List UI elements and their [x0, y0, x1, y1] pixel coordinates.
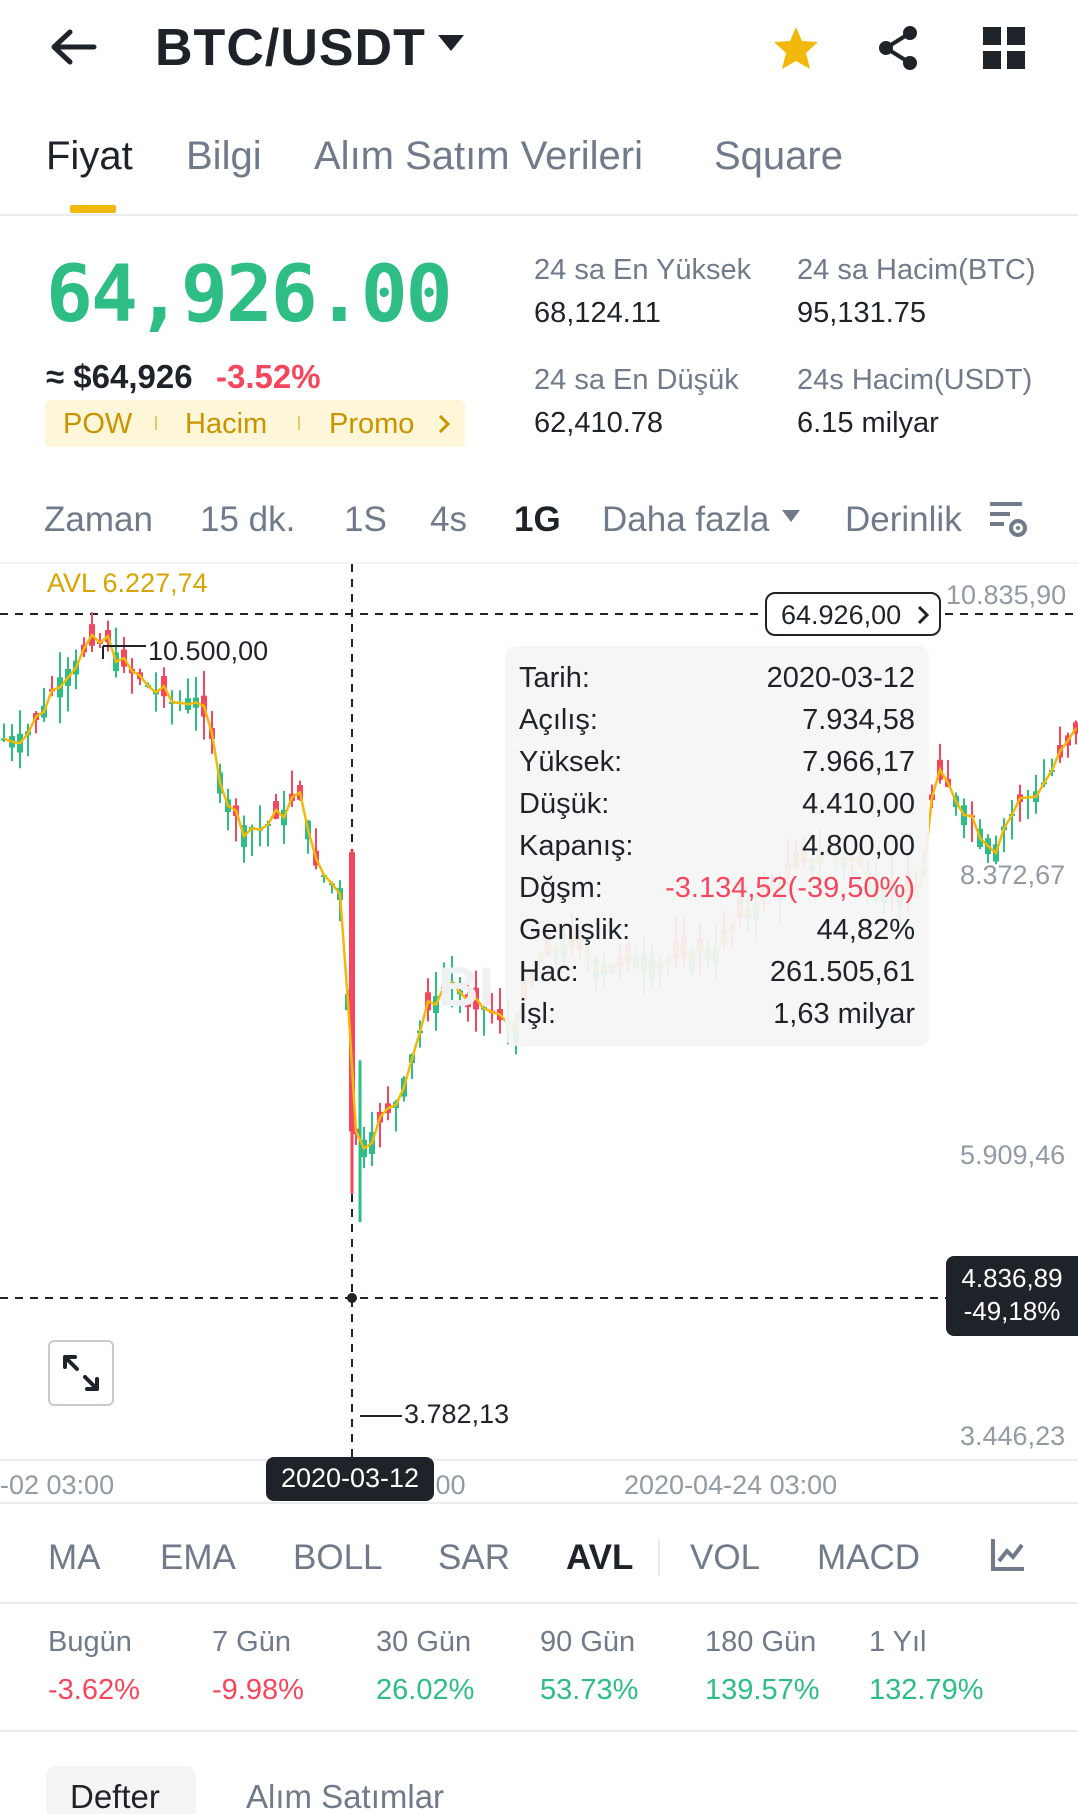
high-label: 24 sa En Yüksek [534, 254, 752, 286]
y-tick: 3.446,23 [960, 1421, 1066, 1451]
caret-down-icon [782, 510, 800, 522]
indicator-avl[interactable]: AVL [566, 1538, 634, 1577]
indicator-separator [658, 1538, 660, 1576]
perf-value-1y: 132.79% [869, 1674, 984, 1706]
chart-settings-icon[interactable] [988, 500, 1028, 540]
star-icon [774, 27, 818, 69]
header: BTC/USDT [0, 0, 1078, 100]
indicator-sar[interactable]: SAR [438, 1538, 510, 1577]
tab-alim-satim-verileri[interactable]: Alım Satım Verileri [314, 134, 643, 178]
perf-value-30d: 26.02% [376, 1674, 475, 1706]
grid-menu-button[interactable] [978, 22, 1030, 74]
back-button[interactable] [48, 22, 104, 72]
timeframe-more[interactable]: Daha fazla [602, 500, 770, 539]
low-label: 24 sa En Düşük [534, 364, 739, 396]
y-tick: 10.835,90 [946, 580, 1067, 610]
share-icon [879, 26, 917, 70]
last-price: 64,926.00 [46, 250, 453, 340]
vol-usdt-label: 24s Hacim(USDT) [797, 364, 1033, 396]
last-price-badge[interactable]: 64.926,00 [765, 592, 941, 636]
y-tick: 8.372,67 [960, 860, 1066, 890]
x-tick: 2020-04-24 03:00 [624, 1470, 838, 1500]
perf-label-180d: 180 Gün [705, 1626, 817, 1658]
low-value: 62,410.78 [534, 407, 664, 439]
usd-price: ≈ $64,926 [46, 358, 193, 395]
x-tick: -02 03:00 [0, 1470, 115, 1500]
tab-alim-satimlar[interactable]: Alım Satımlar [246, 1778, 445, 1814]
fullscreen-button[interactable] [48, 1340, 114, 1406]
crosshair-point [347, 1293, 357, 1303]
share-button[interactable] [872, 22, 924, 74]
indicator-macd[interactable]: MACD [817, 1538, 921, 1577]
perf-label-today: Bugün [48, 1626, 132, 1658]
y-tick: 5.909,46 [960, 1140, 1066, 1170]
indicator-settings-icon[interactable] [990, 1536, 1026, 1572]
perf-value-180d: 139.57% [705, 1674, 820, 1706]
timeframe-1h[interactable]: 1S [344, 500, 387, 539]
vol-usdt-value: 6.15 milyar [797, 407, 939, 439]
timeframe-1d[interactable]: 1G [514, 500, 561, 539]
avl-label: AVL 6.227,74 [47, 568, 208, 598]
arrow-left-icon [51, 29, 97, 65]
tag-hacim[interactable]: Hacim [185, 408, 268, 440]
watermark-text: BI [438, 955, 494, 1018]
tab-defter-label: Defter [70, 1778, 160, 1814]
tag-separator [155, 416, 157, 430]
vol-btc-label: 24 sa Hacim(BTC) [797, 254, 1036, 286]
tag-pow[interactable]: POW [63, 408, 133, 440]
tab-defter[interactable]: Defter [46, 1766, 196, 1814]
tag-promo[interactable]: Promo [329, 408, 415, 440]
crosshair-price-badge: 4.836,89 -49,18% [946, 1256, 1078, 1336]
high-marker: 10.500,00 [148, 636, 269, 666]
candle-tooltip: Tarih: 2020-03-12 Açılış: 7.934,58 Yüksek:… [505, 646, 929, 1046]
timeframe-15m[interactable]: 15 dk. [200, 500, 296, 539]
crosshair-change: -49,18% [963, 1296, 1061, 1326]
tab-bilgi[interactable]: Bilgi [186, 134, 262, 178]
tag-bar[interactable]: POW Hacim Promo [45, 400, 465, 447]
crosshair-price: 4.836,89 [961, 1263, 1063, 1293]
chevron-right-icon [917, 605, 929, 625]
perf-label-90d: 90 Gün [540, 1626, 636, 1658]
crosshair-date-badge: 2020-03-12 [266, 1457, 434, 1501]
tag-separator [298, 416, 300, 430]
tab-fiyat[interactable]: Fiyat [46, 134, 133, 178]
price-change: -3.52% [216, 358, 321, 395]
active-tab-indicator [70, 205, 116, 213]
grid-icon [983, 27, 1025, 69]
crash-candle-body [349, 852, 355, 1132]
indicator-bar: MA EMA BOLL SAR AVL VOL MACD [0, 1502, 1078, 1604]
expand-icon [63, 1355, 99, 1391]
chevron-right-icon [438, 414, 451, 434]
perf-value-90d: 53.73% [540, 1674, 639, 1706]
indicator-ma[interactable]: MA [48, 1538, 101, 1577]
x-tick: :00 [428, 1470, 466, 1500]
tab-square[interactable]: Square [714, 134, 843, 178]
timeframe-4h[interactable]: 4s [430, 500, 467, 539]
main-tabs: Fiyat Bilgi Alım Satım Verileri Square [0, 110, 1078, 216]
low-marker: 3.782,13 [404, 1399, 510, 1429]
caret-down-icon[interactable] [436, 32, 466, 54]
perf-label-30d: 30 Gün [376, 1626, 472, 1658]
perf-value-7d: -9.98% [212, 1674, 304, 1706]
perf-label-1y: 1 Yıl [869, 1626, 927, 1658]
indicator-ema[interactable]: EMA [160, 1538, 236, 1577]
high-value: 68,124.11 [534, 297, 661, 329]
divider [0, 1730, 1078, 1732]
favorite-button[interactable] [770, 22, 822, 74]
timeframe-zaman[interactable]: Zaman [44, 500, 153, 539]
perf-value-today: -3.62% [48, 1674, 140, 1706]
vol-btc-value: 95,131.75 [797, 297, 927, 329]
perf-label-7d: 7 Gün [212, 1626, 291, 1658]
indicator-vol[interactable]: VOL [690, 1538, 761, 1577]
last-price-badge-value: 64.926,00 [781, 600, 902, 630]
indicator-boll[interactable]: BOLL [293, 1538, 383, 1577]
timeframe-depth[interactable]: Derinlik [845, 500, 962, 539]
pair-title[interactable]: BTC/USDT [155, 19, 426, 77]
